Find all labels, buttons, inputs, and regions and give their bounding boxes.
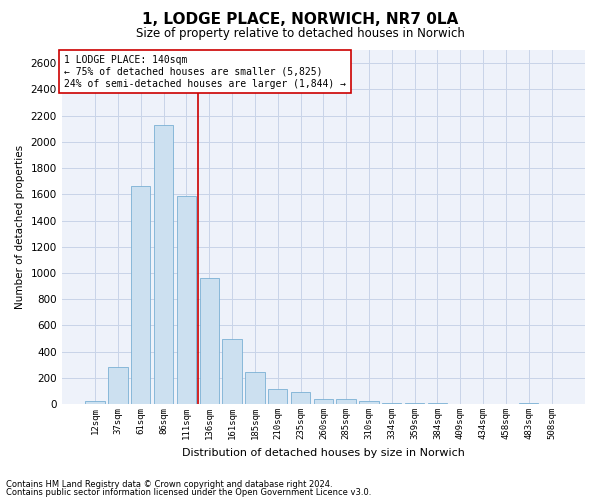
Text: Contains HM Land Registry data © Crown copyright and database right 2024.: Contains HM Land Registry data © Crown c… xyxy=(6,480,332,489)
Bar xyxy=(519,403,538,404)
Bar xyxy=(405,403,424,404)
Text: 1 LODGE PLACE: 140sqm
← 75% of detached houses are smaller (5,825)
24% of semi-d: 1 LODGE PLACE: 140sqm ← 75% of detached … xyxy=(64,56,346,88)
Bar xyxy=(200,278,219,404)
Bar xyxy=(268,389,287,404)
Bar xyxy=(382,402,401,404)
Bar xyxy=(337,399,356,404)
X-axis label: Distribution of detached houses by size in Norwich: Distribution of detached houses by size … xyxy=(182,448,465,458)
Text: Contains public sector information licensed under the Open Government Licence v3: Contains public sector information licen… xyxy=(6,488,371,497)
Bar xyxy=(177,196,196,404)
Bar xyxy=(359,402,379,404)
Text: 1, LODGE PLACE, NORWICH, NR7 0LA: 1, LODGE PLACE, NORWICH, NR7 0LA xyxy=(142,12,458,28)
Bar xyxy=(314,399,333,404)
Y-axis label: Number of detached properties: Number of detached properties xyxy=(15,145,25,309)
Bar xyxy=(223,338,242,404)
Bar xyxy=(108,368,128,404)
Bar xyxy=(154,125,173,404)
Bar xyxy=(131,186,151,404)
Bar xyxy=(85,401,105,404)
Bar xyxy=(291,392,310,404)
Bar xyxy=(245,372,265,404)
Text: Size of property relative to detached houses in Norwich: Size of property relative to detached ho… xyxy=(136,28,464,40)
